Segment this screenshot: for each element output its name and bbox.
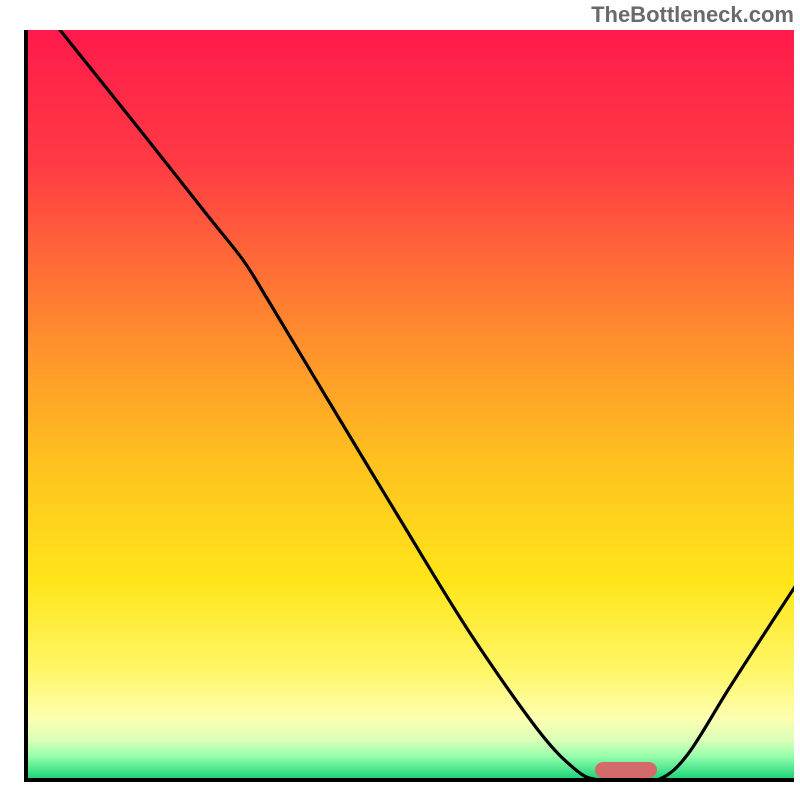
plot-area <box>24 30 794 782</box>
curve-path <box>60 30 794 782</box>
sweet-spot-marker <box>595 762 657 778</box>
watermark-text: TheBottleneck.com <box>591 2 794 28</box>
bottleneck-curve <box>28 30 794 782</box>
chart-container: { "watermark": { "text": "TheBottleneck.… <box>0 0 800 800</box>
